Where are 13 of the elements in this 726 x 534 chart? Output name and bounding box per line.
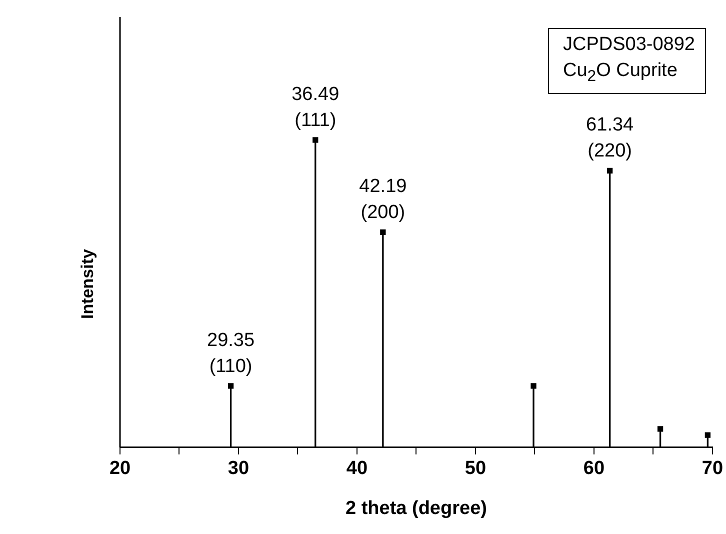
annotation: 36.49 (111) xyxy=(292,84,340,131)
y-axis-title: Intensity xyxy=(78,249,98,319)
x-tick-label: 40 xyxy=(346,458,368,480)
annotation: 42.19 (200) xyxy=(359,176,407,224)
x-tick-label: 70 xyxy=(702,458,724,480)
text: JCPDS03-0892 Cu$_{2}$O Cuprite xyxy=(548,28,706,94)
annotation: 29.35 (110) xyxy=(207,330,255,377)
x-tick-label: 60 xyxy=(583,458,605,480)
x-tick-label: 20 xyxy=(109,458,131,480)
x-axis-title: 2 theta (degree) xyxy=(345,498,487,519)
x-tick-label: 50 xyxy=(464,458,486,480)
x-tick-label: 30 xyxy=(228,458,250,480)
annotation: 61.34 (220) xyxy=(586,114,634,162)
